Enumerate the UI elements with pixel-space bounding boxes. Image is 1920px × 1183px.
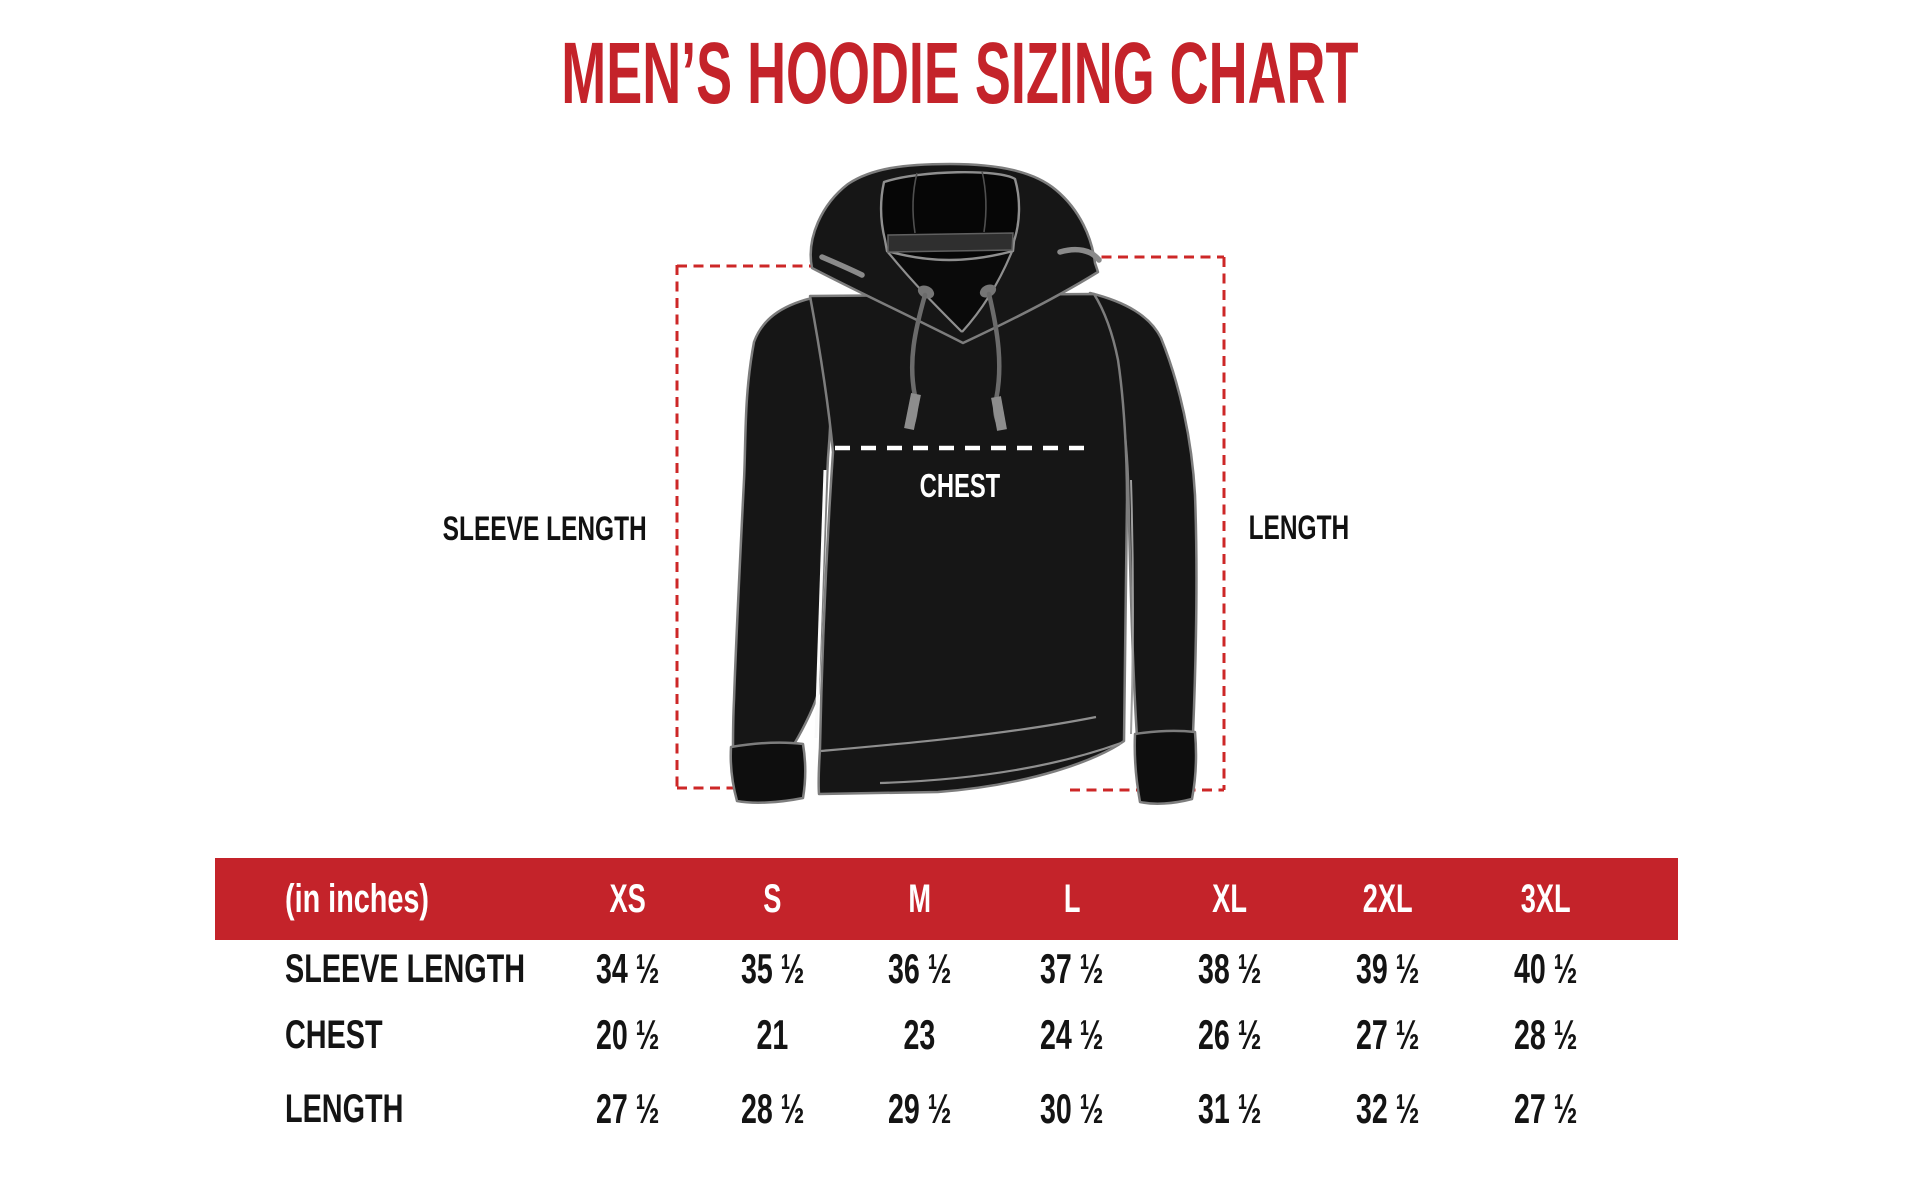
row-label-sleeve-length: SLEEVE LENGTH xyxy=(285,946,526,991)
hoodie-illustration xyxy=(729,162,1198,805)
table-header-l: L xyxy=(994,858,1150,940)
cell-chest-2xl: 27 ½ xyxy=(1356,1011,1420,1058)
cell-length-2xl: 32 ½ xyxy=(1356,1085,1420,1132)
table-row-length: LENGTH 27 ½ 28 ½ 29 ½ 30 ½ 31 ½ 32 ½ 27 … xyxy=(215,1072,1678,1146)
row-label-length: LENGTH xyxy=(285,1086,404,1131)
cell-sleeve-m: 36 ½ xyxy=(887,945,952,992)
cell-length-xl: 31 ½ xyxy=(1198,1085,1262,1132)
table-row-sleeve-length: SLEEVE LENGTH 34 ½ 35 ½ 36 ½ 37 ½ 38 ½ 3… xyxy=(215,940,1678,998)
table-header-row: (in inches) XS S M L XL 2XL 3XL xyxy=(215,858,1678,940)
cell-chest-xs: 20 ½ xyxy=(595,1011,660,1058)
table-header-s: S xyxy=(700,858,845,940)
cell-sleeve-l: 37 ½ xyxy=(1040,945,1104,992)
sizing-table: (in inches) XS S M L XL 2XL 3XL SLEEVE L… xyxy=(215,858,1678,1146)
cell-chest-m: 23 xyxy=(903,1011,936,1058)
hood-inner-seam-right xyxy=(981,170,987,233)
cell-sleeve-xl: 38 ½ xyxy=(1198,945,1262,992)
hem-seam-upper xyxy=(820,715,1097,753)
cell-length-xs: 27 ½ xyxy=(595,1085,660,1132)
cell-sleeve-s: 35 ½ xyxy=(740,945,805,992)
cell-chest-3xl: 28 ½ xyxy=(1514,1011,1578,1058)
right-aglet xyxy=(991,396,1007,431)
hood-neck-shadow xyxy=(889,249,1011,331)
table-header-xl: XL xyxy=(1150,858,1310,940)
hood-inner-band xyxy=(887,232,1014,253)
left-cuff xyxy=(729,741,807,804)
right-shoulder-seam xyxy=(1057,246,1102,263)
page-title: MEN’S HOODIE SIZING CHART xyxy=(0,30,1920,117)
left-grommet xyxy=(917,285,935,299)
cell-chest-l: 24 ½ xyxy=(1040,1011,1104,1058)
body-torso xyxy=(808,292,1129,796)
left-shoulder-seam xyxy=(819,254,865,278)
cell-length-m: 29 ½ xyxy=(887,1085,952,1132)
table-row-chest: CHEST 20 ½ 21 23 24 ½ 26 ½ 27 ½ 28 ½ xyxy=(215,998,1678,1072)
cell-length-l: 30 ½ xyxy=(1040,1085,1104,1132)
sleeve-length-label: SLEEVE LENGTH xyxy=(442,510,648,548)
left-side-gap xyxy=(814,469,827,739)
right-grommet xyxy=(979,284,997,298)
cell-chest-xl: 26 ½ xyxy=(1198,1011,1262,1058)
length-label: LENGTH xyxy=(1248,509,1350,547)
cell-sleeve-2xl: 39 ½ xyxy=(1356,945,1420,992)
hood-inner-seam-left xyxy=(912,172,918,234)
cell-length-3xl: 27 ½ xyxy=(1514,1085,1578,1132)
right-side-gap xyxy=(1130,479,1134,735)
table-header-2xl: 2XL xyxy=(1310,858,1466,940)
table-header-m: M xyxy=(845,858,994,940)
cell-chest-s: 21 xyxy=(756,1011,789,1058)
table-header-3xl: 3XL xyxy=(1466,858,1678,940)
table-header-xs: XS xyxy=(555,858,700,940)
right-cuff xyxy=(1133,729,1198,805)
chest-label: CHEST xyxy=(919,467,1001,504)
cell-sleeve-3xl: 40 ½ xyxy=(1514,945,1578,992)
table-header-units: (in inches) xyxy=(215,858,555,940)
row-label-chest: CHEST xyxy=(285,1012,383,1057)
hem-seam-lower xyxy=(879,741,1122,785)
cell-length-s: 28 ½ xyxy=(740,1085,805,1132)
page-title-text: MEN’S HOODIE SIZING CHART xyxy=(561,25,1359,122)
left-aglet xyxy=(904,393,921,430)
cell-sleeve-xs: 34 ½ xyxy=(595,945,660,992)
